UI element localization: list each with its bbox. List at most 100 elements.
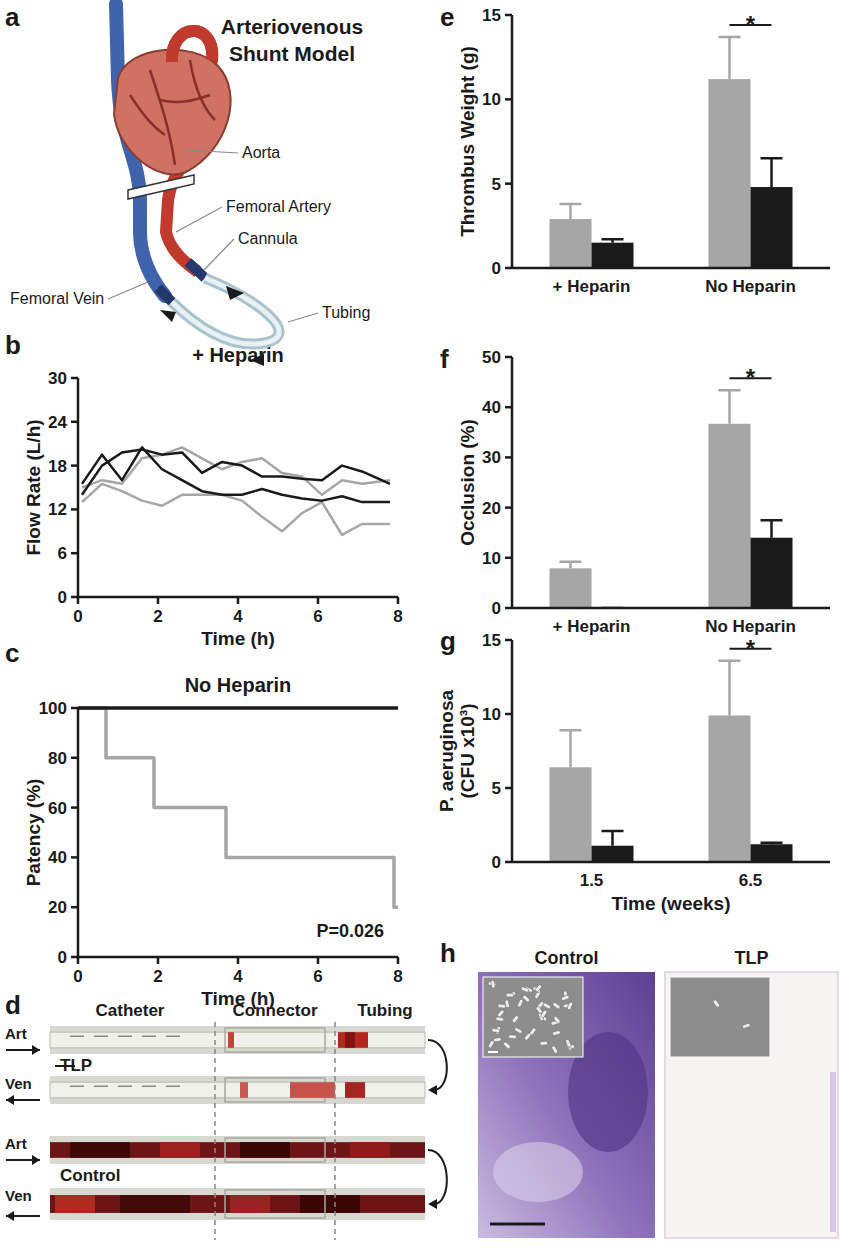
chart-panel: f01020304050Occlusion (%)+ HeparinNo Hep… [440,344,830,636]
y-tick-label: 6 [58,544,67,563]
x-tick [237,957,240,964]
clot [55,1195,95,1213]
blood [345,1032,355,1048]
section-divider [334,1022,336,1240]
error-bar [602,831,624,846]
y-tick [71,757,78,760]
bacterium [552,1002,561,1010]
section-divider [214,1022,216,1240]
y-tick-label: 80 [48,749,67,768]
bacterium [488,1040,495,1049]
blood [345,1082,365,1098]
chart-panel: g051015P. aeruginosa(CFU x10³)1.56.5Time… [436,626,830,914]
chart-panel: c020406080100Patency (%)No Heparin02468T… [5,638,403,1009]
y-tick [71,806,78,809]
y-tick-label: 0 [58,948,67,967]
bacterium [543,1002,552,1009]
clear-tube [50,1082,425,1098]
coronary-vessel [190,60,215,120]
significance-star: * [746,364,756,391]
return-arrow [428,1150,447,1204]
bacterium [540,1010,547,1019]
photo-strip [50,1076,425,1104]
y-tick-label: 0 [492,853,501,872]
line [82,484,390,535]
y-tick-label: 50 [482,348,501,367]
y-tick [505,356,512,359]
y-tick [505,557,512,560]
bacterium [493,1037,501,1042]
y-tick-label: 0 [492,599,501,618]
x-tick-label: 4 [233,607,243,626]
marks [78,708,398,907]
chart-panel: b0612182430Flow Rate (L/h)+ Heparin02468… [5,330,403,649]
marks [550,661,793,862]
error-bar [719,390,741,424]
y-tick-label: 40 [48,848,67,867]
y-tick [505,182,512,185]
line [78,708,398,907]
bacterium [492,1028,500,1033]
y-tick [505,456,512,459]
stain-blotch [493,1142,583,1202]
panel-letter: b [5,330,21,360]
x-tick [317,957,320,964]
error-bar [761,843,783,844]
bacterium [490,980,495,989]
x-axis [512,267,830,270]
y-tick [505,14,512,17]
flow-arrow [160,310,176,322]
y-axis [511,640,514,863]
y-tick-label: 20 [48,898,67,917]
bacterium [503,1041,511,1049]
bacterium [553,1016,561,1024]
bacterium [512,1015,520,1024]
sem-inset [483,977,583,1057]
bar [751,538,793,608]
y-tick-label: 30 [48,369,67,388]
diagram: aArteriovenousShunt ModelAortaFemoral Ar… [5,2,370,366]
x-tick-label: 2 [153,607,162,626]
clot [300,1195,360,1213]
y-tick [505,98,512,101]
section-label: Connector [233,1001,318,1020]
y-axis [77,378,80,598]
bacterium [506,993,514,997]
bacterium [497,1009,505,1017]
x-tick-label: 0 [73,967,82,986]
bacterium [496,1017,505,1022]
bacterium [534,984,542,992]
y-axis [511,15,514,269]
y-tick [505,267,512,270]
stained-surface [665,972,838,1238]
photo-strip [50,1026,425,1054]
bacterium [504,1000,509,1009]
y-tick-label: 12 [48,500,67,519]
return-arrowhead [428,1085,437,1095]
clot [230,1195,270,1213]
y-tick [71,552,78,555]
bar [751,844,793,862]
bacterium [509,1035,517,1039]
bacterium [551,1045,558,1054]
bacterium [514,1027,523,1034]
diagram-title: Arteriovenous [221,15,363,38]
flow-label: Art [5,1025,27,1042]
diagram-label: Aorta [242,144,280,161]
connector [225,1028,325,1052]
x-tick-label: 2 [153,967,162,986]
blood [240,1082,248,1098]
section-label: Catheter [96,1001,165,1020]
x-tick [157,957,160,964]
coronary-vessel [130,95,165,135]
line [82,447,390,502]
panel-letter: d [5,990,21,1020]
error-bar [761,520,783,538]
panel-letter: e [440,2,454,32]
y-tick [71,421,78,424]
bar [550,568,592,608]
y-tick-label: 18 [48,457,67,476]
chart-panel: e051015Thrombus Weight (g)+ HeparinNo He… [440,2,830,296]
annotation: P=0.026 [316,921,384,941]
x-tick [397,597,400,604]
